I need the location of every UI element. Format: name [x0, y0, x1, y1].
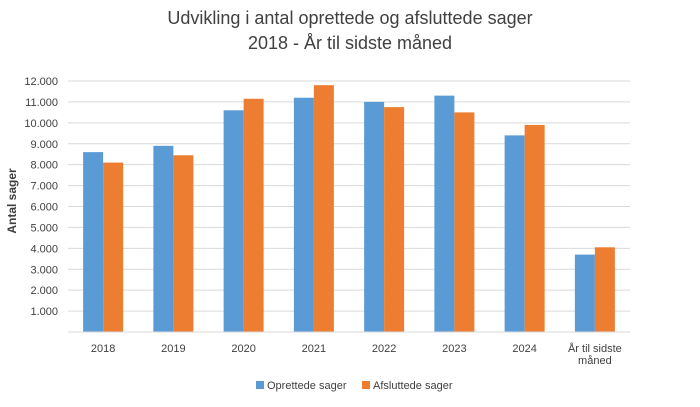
y-tick-label: 5.000	[30, 222, 58, 234]
chart-title: Udvikling i antal oprettede og afslutted…	[167, 8, 532, 28]
bar-afsluttede-sager	[243, 98, 264, 332]
x-axis-ticks: 2018 2019 2020 2021 2022 2023 2024 År til sidst…	[91, 342, 622, 367]
bar-oprettede-sager	[223, 110, 244, 333]
legend-swatch	[256, 381, 264, 389]
x-tick-label: 2024	[512, 343, 536, 355]
y-tick-label: 12.000	[24, 76, 58, 88]
legend-label: Afsluttede sager	[373, 380, 453, 392]
chart-subtitle: 2018 - År til sidste måned	[248, 33, 452, 53]
x-tick-label: 2022	[372, 343, 396, 355]
x-tick-label: 2018	[91, 343, 115, 355]
bar-oprettede-sager	[504, 135, 525, 332]
bar-oprettede-sager	[434, 95, 455, 333]
bar-afsluttede-sager	[594, 247, 615, 332]
bar-oprettede-sager	[153, 145, 174, 332]
x-tick-label: 2023	[442, 343, 466, 355]
bars	[83, 85, 615, 333]
bar-afsluttede-sager	[103, 162, 124, 332]
x-tick-label: 2020	[231, 343, 255, 355]
y-axis-ticks: 1.000 2.000 3.000 4.000 5.000 6.000 7.000 8.000…	[24, 76, 58, 318]
y-tick-label: 2.000	[30, 285, 58, 297]
y-tick-label: 1.000	[30, 306, 58, 318]
bar-afsluttede-sager	[313, 85, 334, 332]
bar-afsluttede-sager	[384, 107, 405, 332]
x-tick-label: 2019	[161, 343, 185, 355]
y-tick-label: 9.000	[30, 139, 58, 151]
y-axis-label: Antal sager	[5, 168, 19, 234]
x-tick-label: År til sidste måned	[568, 342, 622, 367]
legend: Oprettede sager Afsluttede sager	[256, 380, 453, 392]
y-tick-label: 10.000	[24, 118, 58, 130]
legend-swatch	[362, 381, 370, 389]
gridlines	[68, 80, 630, 312]
y-tick-label: 4.000	[30, 243, 58, 255]
y-tick-label: 6.000	[30, 202, 58, 214]
bar-afsluttede-sager	[173, 155, 194, 332]
legend-label: Oprettede sager	[267, 380, 347, 392]
x-tick-label: 2021	[302, 343, 326, 355]
bar-oprettede-sager	[293, 97, 314, 332]
bar-oprettede-sager	[574, 254, 595, 332]
y-tick-label: 3.000	[30, 264, 58, 276]
bar-oprettede-sager	[364, 101, 385, 333]
bar-afsluttede-sager	[454, 112, 475, 332]
y-tick-label: 8.000	[30, 160, 58, 172]
y-tick-label: 11.000	[25, 97, 58, 109]
bar-oprettede-sager	[83, 152, 104, 332]
y-tick-label: 7.000	[30, 181, 58, 193]
bar-afsluttede-sager	[524, 124, 545, 332]
